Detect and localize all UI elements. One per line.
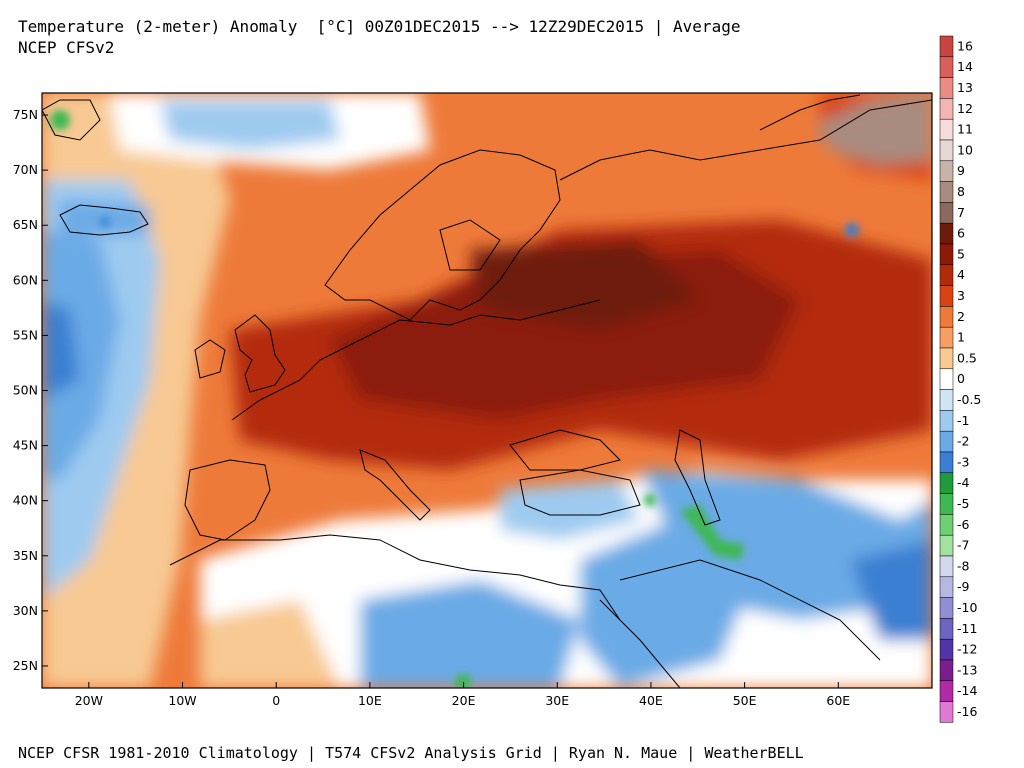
colorbar-label: 0.5 — [957, 350, 977, 365]
lon-tick-label: 50E — [733, 693, 757, 708]
colorbar-label: -4 — [957, 475, 970, 490]
colorbar-swatch — [939, 160, 954, 182]
colorbar-swatch — [939, 430, 954, 453]
colorbar-label: 11 — [957, 122, 973, 137]
colorbar-label: -3 — [957, 454, 969, 469]
colorbar-label: -7 — [957, 538, 969, 553]
colorbar-swatch — [939, 98, 954, 120]
colorbar-label: 4 — [957, 267, 965, 282]
latitude-axis: 75N 70N 65N 60N 55N 50N 45N 40N 35N 30N 25N — [13, 107, 48, 673]
colorbar-swatch — [939, 576, 954, 598]
colorbar-label: -0.5 — [957, 392, 981, 407]
lat-tick-label: 55N — [13, 327, 38, 342]
lat-tick-label: 75N — [13, 107, 38, 122]
colorbar-swatch — [939, 56, 954, 78]
coastlines — [42, 94, 932, 688]
lat-tick-label: 30N — [13, 603, 38, 618]
colorbar-swatch — [939, 514, 954, 536]
colorbar-swatch — [939, 680, 954, 702]
map-title: Temperature (2-meter) Anomaly [°C] 00Z01… — [18, 17, 741, 36]
lon-tick-label: 0 — [272, 693, 280, 708]
colorbar-swatch — [939, 493, 954, 515]
colorbar-label: -11 — [957, 621, 977, 636]
colorbar-swatch — [939, 597, 954, 619]
colorbar-label: 12 — [957, 101, 973, 116]
colorbar-label: 14 — [957, 59, 973, 74]
lat-tick-label: 25N — [13, 658, 38, 673]
colorbar-swatch — [939, 472, 954, 494]
colorbar-swatch — [939, 77, 954, 99]
colorbar-swatch — [939, 181, 954, 203]
colorbar-label: 5 — [957, 246, 965, 261]
colorbar-label: 16 — [957, 38, 973, 53]
lon-tick-label: 10E — [358, 693, 382, 708]
lat-tick-label: 50N — [13, 383, 38, 398]
colorbar-swatch — [939, 347, 954, 370]
colorbar-label: -2 — [957, 434, 969, 449]
colorbar-swatch — [939, 35, 954, 58]
colorbar-label: 3 — [957, 288, 965, 303]
lat-tick-label: 65N — [13, 217, 38, 232]
lon-tick-label: 20W — [75, 693, 103, 708]
colorbar-label: -9 — [957, 579, 970, 594]
colorbar-label: -13 — [957, 662, 977, 677]
colorbar-swatch — [939, 243, 954, 266]
lon-tick-label: 40E — [639, 693, 663, 708]
colorbar-swatch — [939, 285, 954, 307]
colorbar-label: -14 — [957, 683, 977, 698]
colorbar-swatch — [939, 659, 954, 682]
lon-tick-label: 30E — [545, 693, 569, 708]
colorbar-label: -16 — [957, 704, 977, 719]
colorbar-swatch — [939, 555, 954, 578]
colorbar-swatch — [939, 139, 954, 162]
colorbar-label: 13 — [957, 80, 973, 95]
lat-tick-label: 70N — [13, 162, 38, 177]
lon-tick-label: 10W — [168, 693, 196, 708]
colorbar-label: 2 — [957, 309, 965, 324]
colorbar-swatch — [939, 451, 954, 474]
lon-tick-label: 60E — [826, 693, 850, 708]
colorbar-label: 10 — [957, 142, 973, 157]
anomaly-field — [42, 93, 932, 688]
map-subtitle: NCEP CFSv2 — [18, 38, 115, 57]
longitude-axis: 20W 10W 0 10E 20E 30E 40E 50E 60E — [75, 682, 850, 708]
footer-credit: NCEP CFSR 1981-2010 Climatology | T574 C… — [18, 744, 804, 762]
colorbar-swatch — [939, 202, 954, 224]
colorbar-label: -8 — [957, 558, 970, 573]
colorbar-swatch — [939, 264, 954, 286]
colorbar-label: 8 — [957, 184, 965, 199]
colorbar-label: 9 — [957, 163, 965, 178]
lat-tick-label: 35N — [13, 548, 38, 563]
colorbar-label: -5 — [957, 496, 969, 511]
lon-tick-label: 20E — [452, 693, 476, 708]
colorbar-swatch — [939, 118, 954, 141]
colorbar-swatch — [939, 389, 954, 411]
colorbar-label: 0 — [957, 371, 965, 386]
lat-tick-label: 40N — [13, 493, 38, 508]
colorbar-label: -10 — [957, 600, 977, 615]
colorbar-swatch — [939, 306, 954, 328]
colorbar-swatch — [939, 368, 954, 390]
colorbar-swatch — [939, 534, 954, 557]
colorbar-label: -1 — [957, 413, 969, 428]
colorbar-swatch — [939, 222, 954, 245]
colorbar-swatch — [939, 410, 954, 432]
colorbar-label: -6 — [957, 517, 970, 532]
colorbar-swatch — [939, 326, 954, 349]
colorbar: 16 14 13 12 11 10 9 8 7 6 5 4 3 2 1 0.5 0 -0.5 -1 -2 -3 -4 -5 -… — [939, 35, 981, 723]
lat-tick-label: 45N — [13, 438, 38, 453]
colorbar-label: 6 — [957, 226, 965, 241]
colorbar-swatch — [939, 618, 954, 640]
colorbar-label: -12 — [957, 642, 977, 657]
colorbar-swatch — [939, 638, 954, 661]
colorbar-swatch — [939, 701, 954, 723]
colorbar-label: 7 — [957, 205, 965, 220]
lat-tick-label: 60N — [13, 272, 38, 287]
colorbar-label: 1 — [957, 330, 965, 345]
